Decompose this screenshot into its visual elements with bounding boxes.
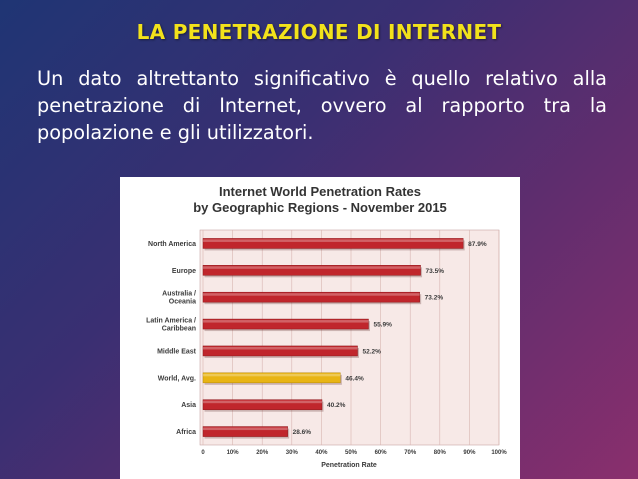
bar-world-average (202, 372, 341, 384)
x-tick-label: 50% (345, 450, 358, 456)
value-label: 40.2% (327, 402, 346, 409)
category-label: Australia / Oceania (162, 291, 196, 306)
bar-sheen (203, 239, 464, 242)
chart-panel: Internet World Penetration Rates by Geog… (120, 177, 520, 479)
value-label: 55.9% (373, 322, 392, 329)
bar-sheen (203, 427, 288, 431)
category-label: Europe (172, 268, 196, 275)
x-axis-label: Penetration Rate (321, 462, 377, 469)
x-tick-label: 90% (463, 450, 476, 456)
value-label: 46.4% (345, 375, 364, 382)
x-tick-label: 80% (434, 450, 447, 456)
value-label: 28.6% (293, 429, 312, 436)
category-label-line: Caribbean (162, 326, 196, 333)
x-tick-label: 100% (491, 450, 507, 456)
x-tick-label: 10% (227, 450, 240, 456)
category-label: North America (148, 241, 196, 248)
bar (202, 426, 288, 437)
bar (202, 318, 369, 330)
bar-sheen (203, 373, 341, 377)
category-label-line: Australia / (162, 291, 196, 298)
value-label: 87.9% (468, 241, 487, 248)
chart-title: Internet World Penetration Rates (219, 184, 421, 199)
value-label: 73.2% (425, 295, 444, 302)
category-label: World, Avg. (158, 375, 196, 382)
bar (202, 291, 420, 303)
category-label-line: Oceania (169, 299, 196, 306)
chart-subtitle: by Geographic Regions - November 2015 (193, 200, 447, 215)
slide-body-text: Un dato altrettanto significativo è quel… (37, 67, 607, 144)
bar (202, 238, 464, 249)
category-label: Asia (181, 402, 196, 409)
bar-sheen (203, 266, 421, 269)
slide-title: LA PENETRAZIONE DI INTERNET (136, 20, 502, 44)
bar-sheen (203, 320, 369, 323)
x-tick-label: 0 (201, 450, 205, 456)
x-tick-label: 60% (375, 450, 388, 456)
bar (202, 399, 323, 410)
x-tick-label: 70% (404, 450, 417, 456)
bar (202, 345, 358, 357)
x-tick-label: 40% (315, 450, 328, 456)
bar (202, 265, 421, 276)
plot-area (199, 229, 500, 446)
bar-sheen (203, 400, 322, 404)
bar-sheen (203, 293, 420, 296)
x-tick-label: 20% (256, 450, 269, 456)
x-tick-label: 30% (286, 450, 299, 456)
category-label: Latin America / Caribbean (146, 318, 196, 333)
category-label: Africa (176, 429, 196, 436)
value-label: 52.2% (363, 348, 382, 355)
bar-sheen (203, 346, 358, 350)
value-label: 73.5% (426, 268, 445, 275)
penetration-bar-chart: Internet World Penetration Rates by Geog… (120, 177, 520, 479)
category-label-line: Latin America / (146, 318, 196, 325)
category-label: Middle East (157, 348, 197, 355)
bars-layer: North America 87.9% Europe 73.5% Australia /… (146, 238, 487, 439)
